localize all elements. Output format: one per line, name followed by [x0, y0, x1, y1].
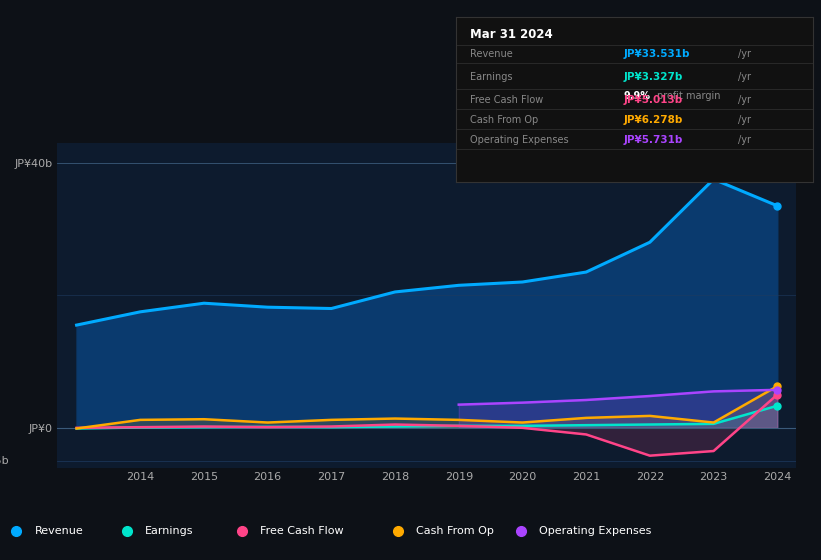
Text: Revenue: Revenue	[34, 526, 83, 536]
Text: Operating Expenses: Operating Expenses	[470, 135, 569, 145]
Text: Earnings: Earnings	[145, 526, 194, 536]
Text: /yr: /yr	[738, 135, 750, 145]
Text: Operating Expenses: Operating Expenses	[539, 526, 652, 536]
Text: JP¥5.013b: JP¥5.013b	[623, 95, 683, 105]
Text: -JP¥5b: -JP¥5b	[0, 456, 10, 466]
Text: JP¥3.327b: JP¥3.327b	[623, 72, 683, 82]
Text: Revenue: Revenue	[470, 49, 512, 59]
Text: 9.9%: 9.9%	[623, 91, 650, 101]
Text: Free Cash Flow: Free Cash Flow	[260, 526, 344, 536]
Text: JP¥5.731b: JP¥5.731b	[623, 135, 683, 145]
Text: Cash From Op: Cash From Op	[470, 115, 539, 125]
Text: Mar 31 2024: Mar 31 2024	[470, 29, 553, 41]
Text: Cash From Op: Cash From Op	[416, 526, 494, 536]
Text: Free Cash Flow: Free Cash Flow	[470, 95, 544, 105]
Text: /yr: /yr	[738, 95, 750, 105]
Text: Earnings: Earnings	[470, 72, 512, 82]
Text: JP¥6.278b: JP¥6.278b	[623, 115, 683, 125]
Text: /yr: /yr	[738, 72, 750, 82]
Text: /yr: /yr	[738, 115, 750, 125]
Text: /yr: /yr	[738, 49, 750, 59]
Text: profit margin: profit margin	[658, 91, 721, 101]
Text: JP¥33.531b: JP¥33.531b	[623, 49, 690, 59]
